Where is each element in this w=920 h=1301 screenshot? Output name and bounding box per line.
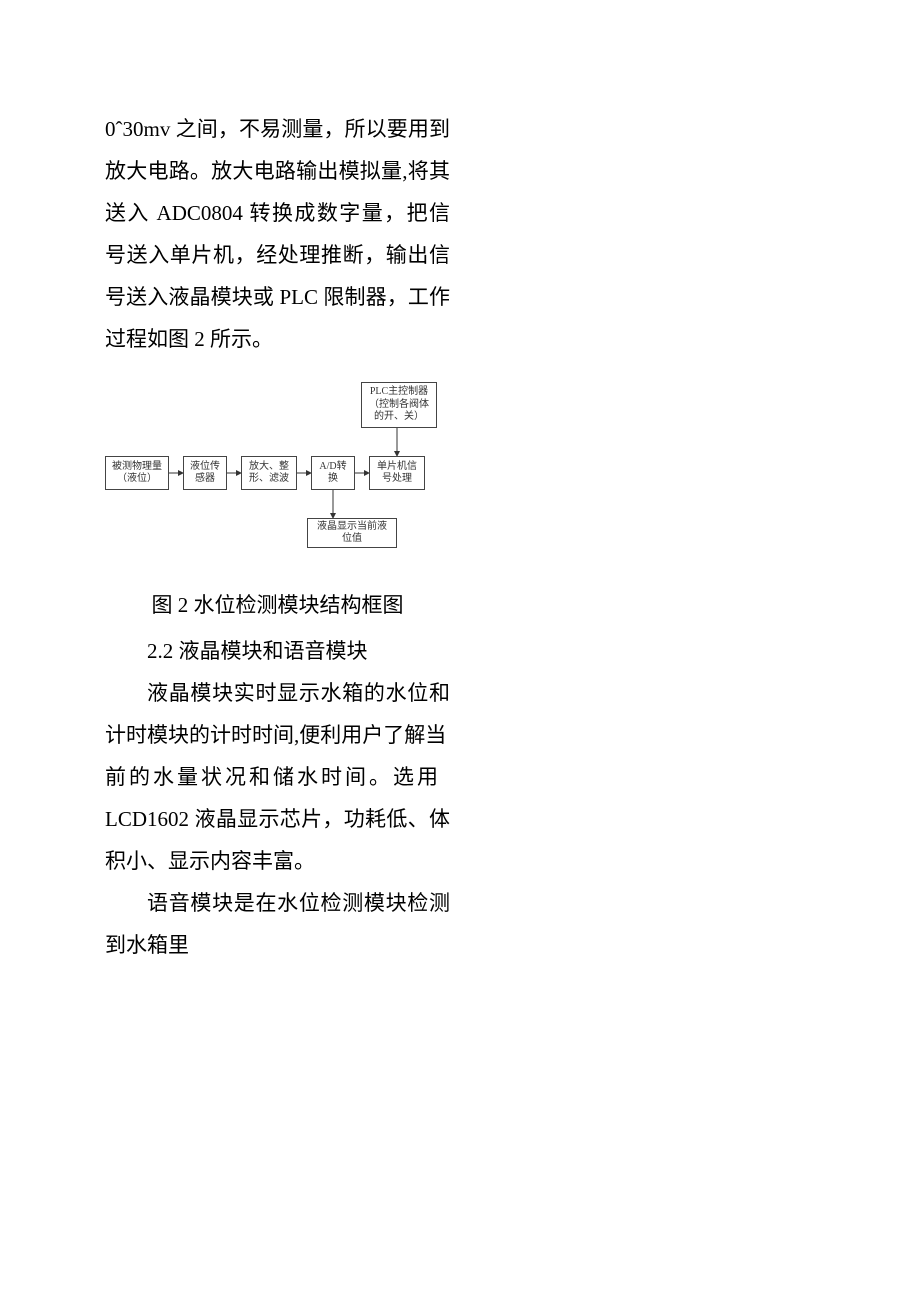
paragraph-2-line-b: 前的水量状况和储水时间。选用 bbox=[105, 756, 450, 798]
flowchart-node-n1: 被测物理量（液位） bbox=[105, 456, 169, 490]
flowchart-node-n6: PLC主控制器（控制各阀体的开、关） bbox=[361, 382, 437, 428]
paragraph-2-line-a: 液晶模块实时显示水箱的水位和计时模块的计时时间,便利用户了解当 bbox=[105, 672, 450, 756]
flowchart-figure: 被测物理量（液位） 液位传感器放大、整形、滤波 A/D转换单片机信号处理 PLC主控制… bbox=[105, 370, 475, 570]
paragraph-3: 语音模块是在水位检测模块检测到水箱里 bbox=[105, 882, 450, 966]
text-column: 0ˆ30mv 之间，不易测量，所以要用到放大电路。放大电路输出模拟量,将其送入 … bbox=[105, 108, 450, 966]
flowchart-node-n7: 液晶显示当前液位值 bbox=[307, 518, 397, 548]
flowchart-node-n2: 液位传感器 bbox=[183, 456, 227, 490]
flowchart-node-n5: 单片机信号处理 bbox=[369, 456, 425, 490]
document-page: 0ˆ30mv 之间，不易测量，所以要用到放大电路。放大电路输出模拟量,将其送入 … bbox=[0, 0, 920, 1301]
paragraph-2-line-c: LCD1602 液晶显示芯片，功耗低、体积小、显示内容丰富。 bbox=[105, 798, 450, 882]
figure-caption: 图 2 水位检测模块结构框图 bbox=[105, 584, 450, 626]
paragraph-1: 0ˆ30mv 之间，不易测量，所以要用到放大电路。放大电路输出模拟量,将其送入 … bbox=[105, 108, 450, 360]
flowchart-node-n4: A/D转换 bbox=[311, 456, 355, 490]
section-heading-2-2: 2.2 液晶模块和语音模块 bbox=[105, 630, 450, 672]
flowchart-node-n3: 放大、整形、滤波 bbox=[241, 456, 297, 490]
